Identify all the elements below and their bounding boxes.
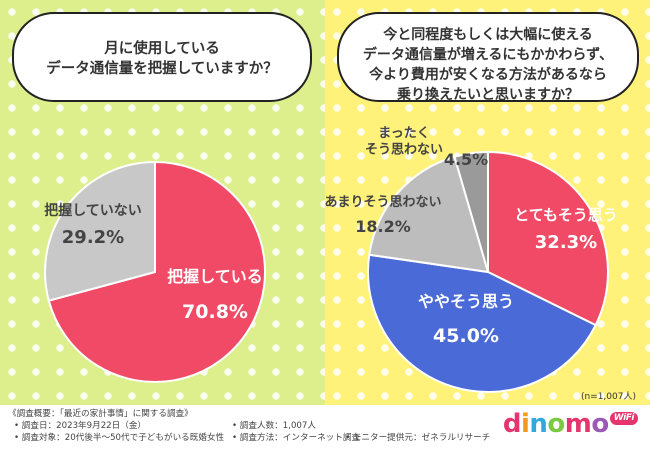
logo-badge: WiFi	[609, 412, 638, 425]
logo-letter: m	[564, 409, 592, 439]
right-pie-slice-2	[368, 155, 490, 274]
right-slice-label-2: あまりそう思わない	[324, 195, 441, 210]
right-slice-value-1: 45.0%	[433, 325, 499, 347]
logo-letter: i	[520, 409, 530, 439]
logo-letter: d	[502, 409, 522, 439]
survey-heading: 《調査概要：「最近の家計事情」に関する調査》	[8, 409, 193, 419]
left-pie-slice-1	[44, 160, 156, 302]
dinomo-logo: dinomo WiFi	[503, 411, 638, 437]
logo-text: dinomo	[503, 409, 609, 439]
left-slice-value-1: 29.2%	[62, 227, 124, 248]
right-slice-label-1: ややそう思う	[418, 292, 514, 311]
logo-letter: n	[529, 409, 548, 439]
left-slice-label-0: 把握している	[167, 267, 263, 286]
survey-footer: 《調査概要：「最近の家計事情」に関する調査》 • 調査日：2023年9月22日（…	[0, 405, 650, 450]
left-question-bubble: 月に使用している データ通信量を把握していますか？	[12, 12, 312, 102]
right-slice-value-0: 32.3%	[535, 232, 597, 253]
right-slice-label-0: とてもそう思う	[514, 206, 618, 224]
left-slice-label-1: 把握していない	[44, 202, 142, 219]
left-slice-value-0: 70.8%	[182, 301, 248, 323]
right-pie-slice-1	[367, 253, 597, 393]
right-slice-label-3: まったく	[378, 126, 429, 141]
right-pie-slice-3	[453, 150, 489, 273]
sample-size-note: (n=1,007人)	[580, 392, 636, 402]
survey-target: • 調査対象：20代後半〜50代で子どもがいる既婚女性	[14, 433, 225, 443]
left-pie-slice-0	[47, 160, 266, 383]
logo-letter: o	[591, 409, 609, 439]
survey-count: • 調査人数：1,007人	[232, 421, 316, 431]
right-slice-value-2: 18.2%	[355, 217, 411, 236]
survey-provider: • モニター提供元：ゼネラルリサーチ	[345, 433, 491, 443]
pie-charts: 把握している 70.8% 把握していない 29.2% とてもそう思う 32.3% ややそう思…	[44, 126, 618, 393]
right-slice-label-3: そう思わない	[365, 142, 443, 157]
logo-letter: o	[547, 409, 565, 439]
right-pie-slice-0	[487, 150, 609, 327]
survey-method: • 調査方法：インターネット調査	[232, 433, 361, 443]
survey-date: • 調査日：2023年9月22日（金）	[14, 421, 147, 431]
right-slice-value-3: 4.5%	[444, 150, 488, 169]
right-question-bubble: 今と同程度もしくは大幅に使える データ通信量が増えるにもかかわらず、 今より費用…	[337, 12, 639, 103]
